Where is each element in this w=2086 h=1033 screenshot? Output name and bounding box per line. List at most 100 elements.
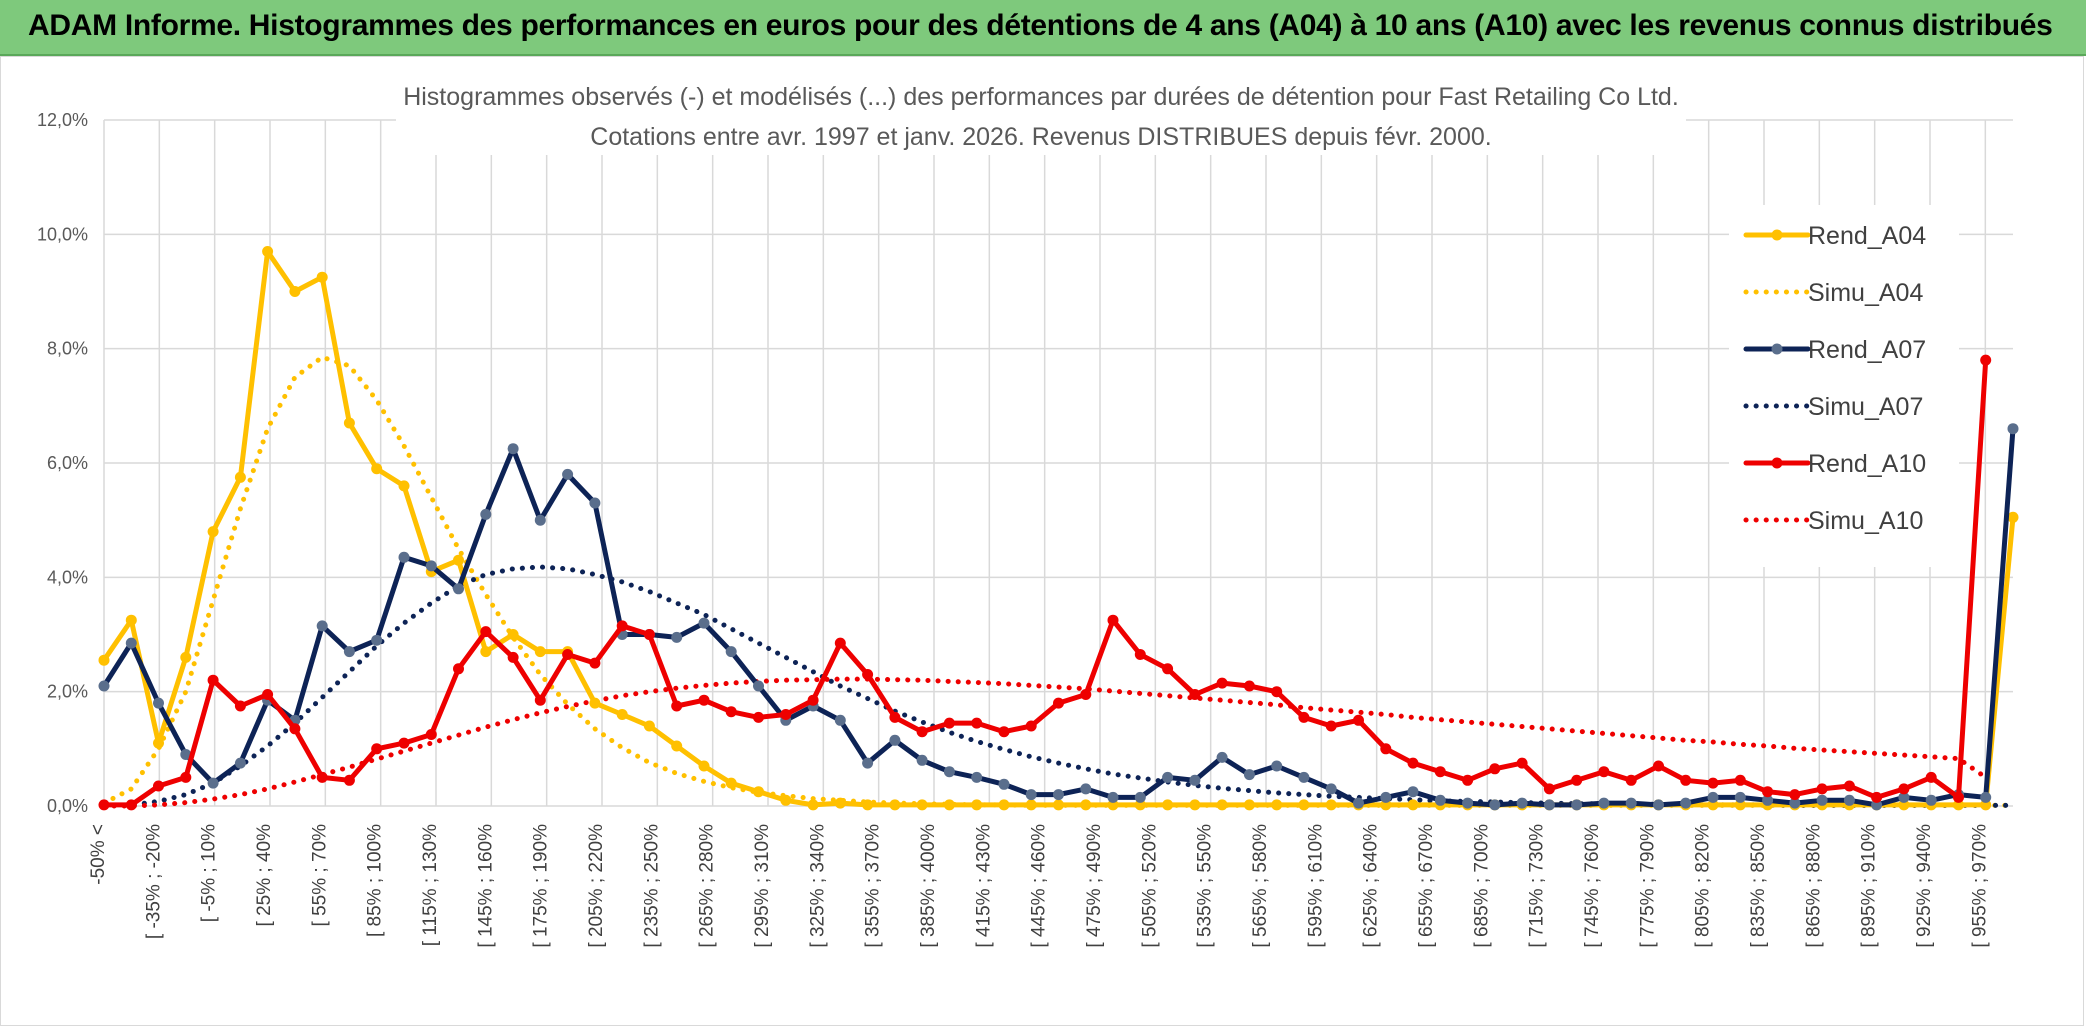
data-point: [1053, 799, 1064, 811]
x-tick-label: [ 565% ; 580%: [1250, 824, 1271, 948]
y-tick-label: 0,0%: [47, 796, 88, 816]
data-point: [671, 700, 683, 712]
data-point: [1407, 799, 1419, 811]
data-point: [1653, 760, 1664, 772]
data-point: [1216, 799, 1228, 811]
data-point: [1543, 799, 1555, 811]
data-point: [943, 717, 955, 729]
data-point: [998, 799, 1010, 811]
data-point: [1762, 794, 1774, 806]
data-point: [1189, 689, 1201, 700]
data-point: [1489, 763, 1501, 775]
legend-marker: [1771, 229, 1783, 241]
data-point: [1843, 780, 1855, 792]
data-point: [234, 471, 246, 483]
x-tick-label: [ 325% ; 340%: [807, 824, 828, 948]
data-point: [1816, 783, 1828, 795]
data-point: [943, 799, 955, 811]
x-tick-label: [ 295% ; 310%: [752, 824, 773, 948]
x-tick-label: [ 955% ; 970%: [1969, 824, 1990, 948]
data-point: [1243, 799, 1255, 811]
data-point: [1980, 354, 1992, 366]
data-point: [589, 657, 601, 669]
data-point: [1789, 789, 1801, 801]
data-point: [1707, 777, 1719, 789]
data-point: [1134, 649, 1146, 660]
data-point: [1353, 714, 1364, 726]
data-point: [153, 780, 164, 792]
chart-title: Histogrammes observés (-) et modélisés (…: [403, 83, 1679, 111]
x-tick-label: [ 445% ; 460%: [1029, 824, 1050, 948]
data-point: [153, 697, 164, 709]
data-point: [1216, 751, 1228, 763]
chart-subtitle: Cotations entre avr. 1997 et janv. 2026.…: [590, 123, 1491, 151]
series-line-simu_a04: [101, 354, 2016, 808]
data-point: [998, 726, 1010, 738]
data-point: [1189, 774, 1201, 786]
data-point: [643, 720, 655, 732]
data-point: [534, 694, 546, 706]
data-point: [507, 629, 519, 640]
banner-title: ADAM Informe. Histogrammes des performan…: [28, 9, 2053, 42]
x-tick-label: [ 415% ; 430%: [973, 824, 994, 948]
data-point: [916, 799, 928, 811]
series-line-rend_a04: [101, 249, 2016, 808]
data-point: [398, 737, 410, 749]
data-point: [1762, 786, 1774, 798]
x-tick-label: [ 235% ; 250%: [641, 824, 662, 948]
data-point: [1789, 797, 1801, 809]
data-point: [1571, 774, 1583, 786]
data-point: [1107, 791, 1119, 803]
data-point: [1734, 791, 1746, 803]
data-point: [343, 417, 355, 429]
series-line-rend_a10: [101, 357, 1989, 808]
x-tick-label: [ 145% ; 160%: [475, 824, 496, 948]
data-point: [1189, 799, 1201, 811]
data-point: [1353, 797, 1364, 809]
x-tick-label: [ -35% ; -20%: [143, 824, 164, 939]
data-point: [807, 799, 819, 811]
data-point: [371, 743, 383, 755]
data-point: [916, 726, 928, 738]
data-point: [2007, 423, 2019, 435]
y-tick-label: 4,0%: [47, 567, 88, 587]
data-point: [1134, 791, 1146, 803]
data-point: [180, 651, 192, 663]
data-point: [289, 286, 301, 297]
data-point: [316, 771, 328, 783]
data-point: [1516, 757, 1528, 769]
data-point: [1980, 791, 1992, 803]
data-point: [780, 794, 792, 806]
data-point: [98, 799, 110, 811]
data-point: [1953, 791, 1964, 803]
legend-marker: [1771, 457, 1783, 469]
y-axis-ticks: 0,0% 2,0% 4,0% 6,0% 8,0% 10,0% 12,0%: [37, 110, 88, 816]
data-point: [1434, 766, 1446, 778]
series-lines: [98, 246, 2019, 811]
data-point: [125, 799, 137, 811]
data-point: [1816, 794, 1828, 806]
data-point: [862, 669, 874, 680]
data-point: [316, 271, 328, 283]
data-point: [1680, 774, 1692, 786]
data-point: [534, 646, 546, 658]
x-tick-label: [ 55% ; 70%: [309, 824, 330, 927]
data-point: [1162, 663, 1174, 675]
data-point: [234, 700, 246, 712]
data-point: [1680, 797, 1692, 809]
data-point: [971, 771, 983, 783]
data-point: [671, 631, 683, 643]
data-point: [180, 771, 192, 783]
y-tick-label: 2,0%: [47, 682, 88, 702]
data-point: [2007, 511, 2019, 523]
data-point: [753, 711, 764, 723]
x-axis-ticks: -50% < [ -35% ; -20% [ -5% ; 10% [ 25% ; 40…: [88, 824, 1990, 948]
data-point: [616, 709, 628, 720]
data-point: [971, 717, 983, 729]
data-point: [1271, 760, 1283, 772]
x-tick-label: [ 595% ; 610%: [1305, 824, 1326, 948]
data-point: [343, 646, 355, 658]
x-tick-label: [ 835% ; 850%: [1748, 824, 1769, 948]
data-point: [425, 560, 437, 572]
y-tick-label: 12,0%: [37, 110, 88, 130]
